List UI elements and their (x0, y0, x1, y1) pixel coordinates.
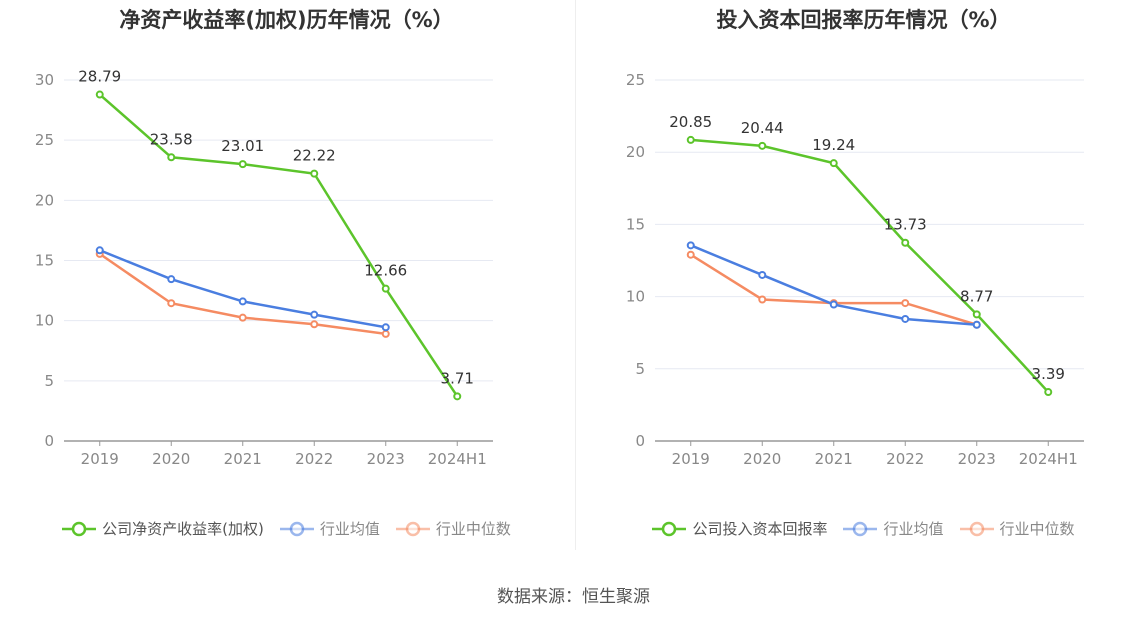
data-point (829, 300, 838, 309)
chart-title: 净资产收益率(加权)历年情况（%） (119, 8, 454, 32)
data-source: 数据来源：恒生聚源 (497, 587, 650, 607)
legend-marker-icon (279, 521, 314, 536)
data-point (686, 241, 695, 250)
y-tick-label: 0 (44, 432, 54, 450)
legend-label: 行业中位数 (999, 520, 1075, 538)
data-point (310, 320, 319, 329)
roic-chart-panel: 投入资本回报率历年情况（%） 0 5 10 15 20 25 2019 2020 2021 202… (577, 0, 1147, 560)
roic-line-chart: 0 5 10 15 20 25 2019 2020 2021 2022 2023 2024H1 20.8… (626, 71, 1084, 468)
y-tick-label: 20 (35, 191, 54, 209)
chart-legend: 公司净资产收益率(加权) 行业均值 行业中位数 (0, 518, 573, 539)
y-tick-label: 25 (626, 71, 645, 89)
legend-label: 行业均值 (883, 520, 944, 538)
chart-legend: 公司投入资本回报率 行业均值 行业中位数 (577, 518, 1147, 539)
x-tick-label: 2024H1 (428, 450, 487, 468)
x-tick-label: 2020 (152, 450, 190, 468)
data-label: 22.22 (293, 147, 336, 165)
y-tick-label: 15 (626, 215, 645, 233)
x-tick-label: 2022 (295, 450, 333, 468)
data-point (686, 250, 695, 259)
y-tick-label: 25 (35, 131, 54, 149)
series-line (690, 138, 1050, 393)
data-label: 20.44 (741, 119, 784, 137)
y-tick-label: 10 (626, 288, 645, 306)
data-label: 19.24 (812, 136, 855, 154)
data-point (829, 159, 838, 168)
data-point (167, 153, 176, 162)
y-tick-label: 5 (44, 372, 54, 390)
x-tick-label: 2022 (886, 450, 924, 468)
series-line (99, 252, 386, 336)
data-point (381, 284, 390, 293)
data-point (972, 320, 981, 329)
y-tick-label: 0 (635, 432, 645, 450)
legend-marker-icon (843, 521, 878, 536)
legend-marker-icon (959, 521, 994, 536)
data-point (381, 329, 390, 338)
chart-title: 投入资本回报率历年情况（%） (716, 8, 1011, 32)
x-tick-label: 2021 (815, 450, 853, 468)
data-point (758, 295, 767, 304)
y-tick-label: 15 (35, 252, 54, 270)
data-label: 23.01 (221, 137, 264, 155)
data-point (310, 310, 319, 319)
data-point (95, 90, 104, 99)
data-point (167, 275, 176, 284)
y-tick-label: 5 (635, 360, 645, 378)
legend-item[interactable]: 公司净资产收益率(加权) (62, 518, 264, 539)
data-point (901, 314, 910, 323)
data-label: 8.77 (960, 287, 993, 305)
legend-item[interactable]: 行业均值 (279, 518, 380, 539)
roe-line-chart: 0 5 10 15 20 25 30 2019 2020 2021 2022 2023 2024H1 28… (35, 68, 493, 468)
panel-divider (575, 0, 576, 550)
data-label: 12.66 (364, 262, 407, 280)
roe-chart-panel: 净资产收益率(加权)历年情况（%） 0 5 10 15 20 25 30 2019 2020 20… (0, 0, 573, 560)
y-tick-label: 10 (35, 312, 54, 330)
data-point (310, 169, 319, 178)
legend-marker-icon (62, 521, 97, 536)
series-line (98, 93, 459, 398)
legend-marker-icon (652, 521, 687, 536)
x-tick-label: 2023 (958, 450, 996, 468)
legend-marker-icon (395, 521, 430, 536)
x-tick-label: 2024H1 (1019, 450, 1078, 468)
data-point (972, 310, 981, 319)
legend-label: 公司净资产收益率(加权) (102, 520, 264, 538)
legend-label: 行业中位数 (435, 520, 511, 538)
data-point (238, 297, 247, 306)
data-point (238, 313, 247, 322)
x-tick-label: 2023 (367, 450, 405, 468)
data-point (238, 160, 247, 169)
data-point (901, 238, 910, 247)
data-label: 13.73 (884, 216, 927, 234)
series-line (690, 253, 978, 326)
x-tick-label: 2019 (81, 450, 119, 468)
data-label: 3.39 (1032, 365, 1065, 383)
data-label: 23.58 (150, 130, 193, 148)
x-tick-label: 2019 (672, 450, 710, 468)
data-point (453, 392, 462, 401)
y-tick-label: 30 (35, 71, 54, 89)
legend-item[interactable]: 行业中位数 (395, 518, 511, 539)
legend-label: 行业均值 (319, 520, 380, 538)
data-point (381, 323, 390, 332)
data-point (758, 270, 767, 279)
legend-item[interactable]: 行业中位数 (959, 518, 1075, 539)
data-label: 28.79 (78, 68, 121, 86)
data-point (1044, 388, 1053, 397)
legend-label: 公司投入资本回报率 (692, 520, 828, 538)
data-point (686, 135, 695, 144)
data-point (167, 299, 176, 308)
data-label: 3.71 (441, 369, 474, 387)
x-tick-label: 2021 (224, 450, 262, 468)
legend-item[interactable]: 公司投入资本回报率 (652, 518, 827, 539)
legend-item[interactable]: 行业均值 (843, 518, 944, 539)
data-point (901, 299, 910, 308)
data-point (758, 141, 767, 150)
x-tick-label: 2020 (743, 450, 781, 468)
data-point (95, 246, 104, 255)
data-label: 20.85 (669, 113, 712, 131)
y-tick-label: 20 (626, 143, 645, 161)
